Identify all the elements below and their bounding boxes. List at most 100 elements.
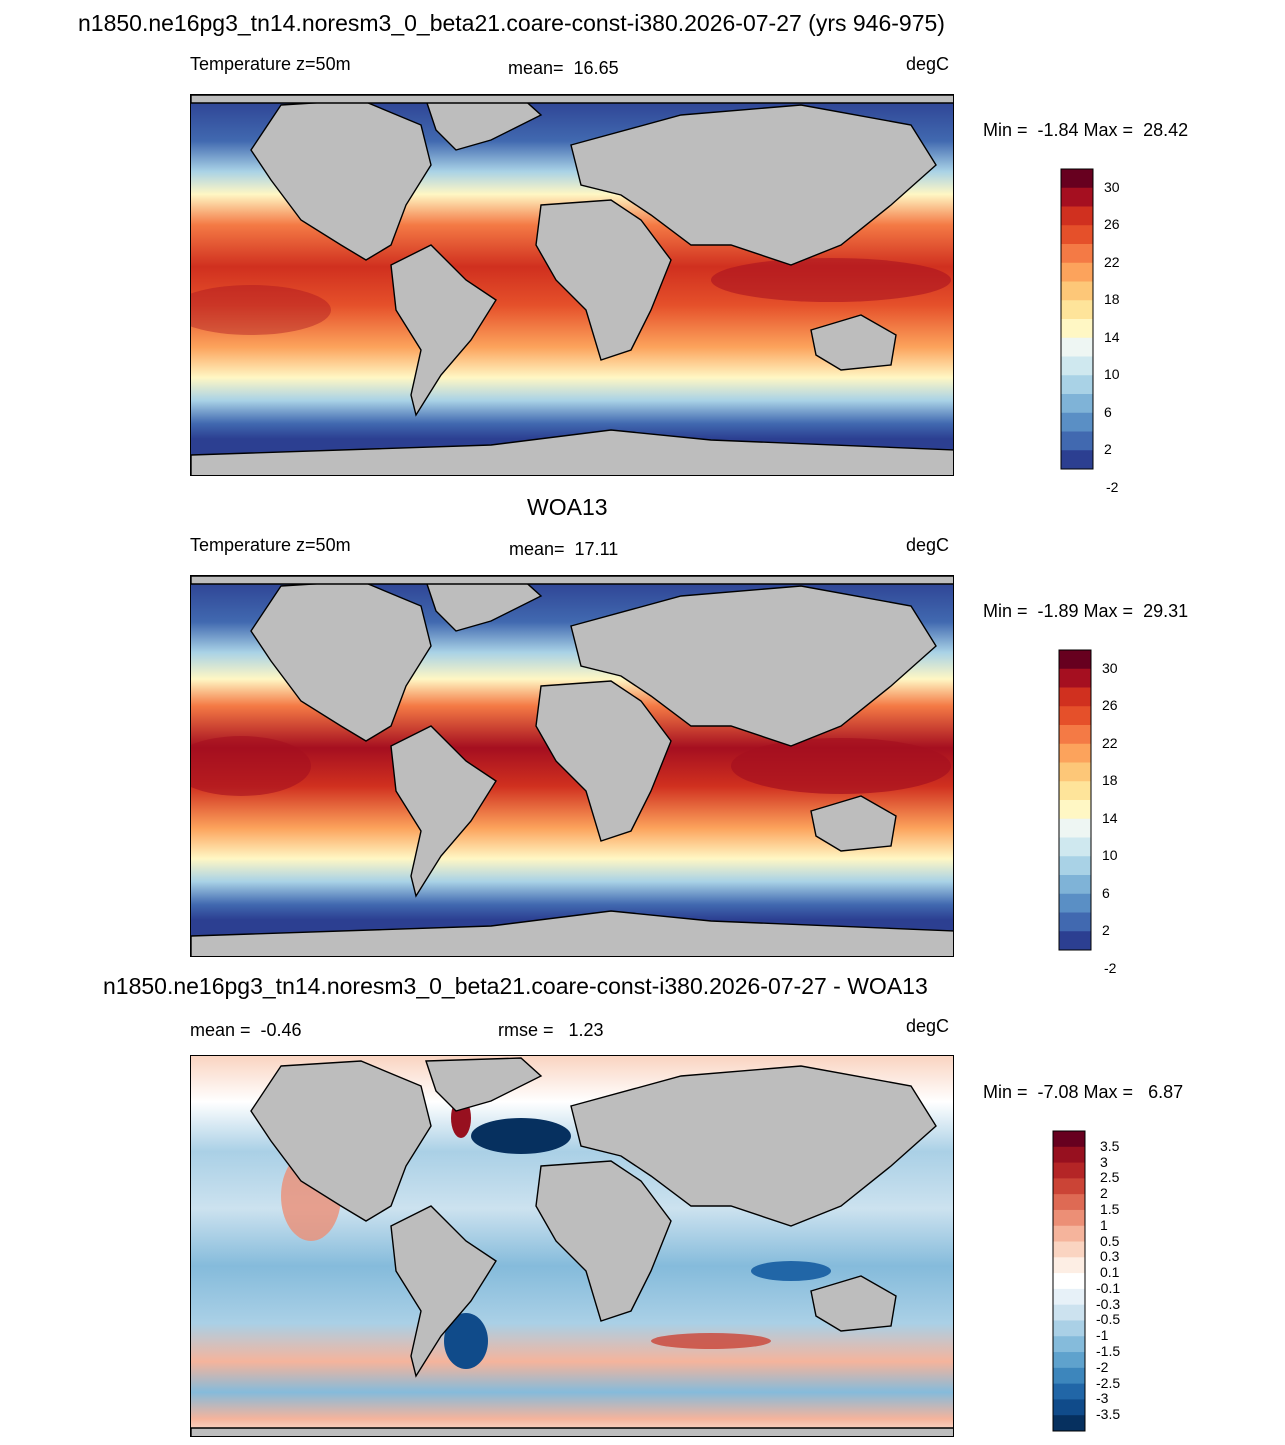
panel2-map-svg [191,576,953,956]
temp-colorbar-1-swatch [1061,431,1093,451]
temp-colorbar-1-swatch [1061,206,1093,226]
temp-colorbar-2-swatch [1059,912,1091,932]
temp-colorbar-1-swatch [1061,169,1093,189]
panel1-colorbar [1060,168,1094,475]
temp-colorbar-1-tick-label: 10 [1104,366,1120,383]
panel1-mean-label: mean= 16.65 [508,58,619,78]
temp-colorbar-1-swatch [1061,394,1093,414]
diff-colorbar-swatch [1053,1178,1085,1195]
panel3-map [190,1055,954,1437]
diff-colorbar-swatch [1053,1320,1085,1337]
figure-title: n1850.ne16pg3_tn14.noresm3_0_beta21.coar… [78,10,945,36]
temp-colorbar-1-swatch [1061,187,1093,207]
temp-colorbar-1-tick-label: 2 [1104,441,1112,458]
diff-colorbar-tick-label: -2.5 [1096,1374,1121,1391]
temp-colorbar-2-swatch [1059,818,1091,838]
diff-colorbar-tick-label: -1.5 [1096,1343,1121,1360]
temp-colorbar-2-swatch [1059,687,1091,707]
diff-colorbar-tick-label: 1.5 [1100,1200,1120,1217]
panel2-colorbar-svg [1058,649,1092,951]
temp-colorbar-1-tick-label: -2 [1106,478,1119,495]
diff-colorbar-tick-label: 0.3 [1100,1248,1120,1265]
diff-colorbar-swatch [1053,1194,1085,1211]
temp-colorbar-1-swatch [1061,337,1093,357]
diff-colorbar-tick-label: -0.3 [1096,1295,1121,1312]
panel2-land [191,576,953,956]
temp-colorbar-1-swatch [1061,281,1093,301]
diff-colorbar-swatch [1053,1336,1085,1353]
temp-colorbar-2-swatch [1059,800,1091,820]
diff-colorbar-tick-label: -2 [1096,1358,1109,1375]
diff-colorbar-swatch [1053,1257,1085,1274]
diff-colorbar-tick-label: -3.5 [1096,1406,1121,1423]
temp-colorbar-1-swatch [1061,244,1093,264]
panel2-unit-label: degC [906,535,950,555]
panel1-unit-label: degC [906,54,950,74]
temp-colorbar-2-tick-label: 14 [1102,809,1118,826]
temp-colorbar-1-swatch [1061,300,1093,320]
diff-colorbar-tick-label: 3.5 [1100,1137,1120,1154]
temp-colorbar-2-swatch [1059,668,1091,688]
temp-colorbar-2-tick-label: -2 [1104,959,1117,976]
diff-colorbar-swatch [1053,1131,1085,1148]
diff-colorbar-tick-label: -1 [1096,1327,1109,1344]
panel3-map-svg [191,1056,953,1436]
diff-colorbar-tick-label: 2 [1100,1185,1108,1202]
diff-colorbar-tick-label: 0.5 [1100,1232,1120,1249]
temp-colorbar-2-tick-label: 2 [1102,922,1110,939]
temp-colorbar-1-swatch [1061,225,1093,245]
diff-colorbar-tick-label: -0.1 [1096,1279,1121,1296]
temp-colorbar-2-swatch [1059,837,1091,857]
temp-colorbar-2-swatch [1059,856,1091,876]
panel2-minmax: Min = -1.89 Max = 29.31 [983,601,1189,621]
panel1-minmax: Min = -1.84 Max = 28.42 [983,120,1189,140]
temp-colorbar-2-tick-label: 6 [1102,884,1110,901]
panel3-minmax: Min = -7.08 Max = 6.87 [983,1082,1184,1102]
panel1-variable-label: Temperature z=50m [190,54,351,74]
panel3-rmse-label: rmse = 1.23 [498,1020,604,1040]
temp-colorbar-1-tick-label: 30 [1104,178,1120,195]
panel2-map [190,575,954,957]
panel2-heading: WOA13 [527,494,608,520]
temp-colorbar-1-swatch [1061,412,1093,432]
diff-colorbar-tick-label: -0.5 [1096,1311,1121,1328]
panel1-map [190,94,954,476]
diff-colorbar-tick-label: 3 [1100,1153,1108,1170]
diff-colorbar-swatch [1053,1162,1085,1179]
temp-colorbar-2-swatch [1059,875,1091,895]
temp-colorbar-2-swatch [1059,762,1091,782]
temp-colorbar-2-swatch [1059,781,1091,801]
panel3-colorbar [1052,1130,1086,1437]
diff-colorbar-swatch [1053,1399,1085,1416]
panel3-mean-label: mean = -0.46 [190,1020,302,1040]
panel1-colorbar-svg [1060,168,1094,470]
diff-colorbar-tick-label: 2.5 [1100,1169,1120,1186]
temp-colorbar-1-tick-label: 18 [1104,291,1120,308]
temp-colorbar-2-swatch [1059,893,1091,913]
temp-colorbar-2-swatch [1059,725,1091,745]
temp-colorbar-2-tick-label: 26 [1102,697,1118,714]
diff-colorbar-swatch [1053,1352,1085,1369]
temp-colorbar-2-tick-label: 22 [1102,734,1118,751]
temp-colorbar-2-swatch [1059,706,1091,726]
temp-colorbar-2-tick-label: 10 [1102,847,1118,864]
diff-colorbar-swatch [1053,1209,1085,1227]
temp-colorbar-2-swatch [1059,931,1091,951]
diff-colorbar-swatch [1053,1415,1085,1432]
panel2-mean-label: mean= 17.11 [509,539,619,559]
diff-colorbar-swatch [1053,1367,1085,1385]
panel3-unit-label: degC [906,1016,950,1036]
temp-colorbar-1-tick-label: 6 [1104,403,1112,420]
temp-colorbar-1-swatch [1061,450,1093,470]
temp-colorbar-2-swatch [1059,743,1091,763]
diff-colorbar-swatch [1053,1288,1085,1306]
temp-colorbar-1-swatch [1061,356,1093,376]
panel3-land [191,1057,953,1436]
temp-colorbar-2-tick-label: 18 [1102,772,1118,789]
temp-colorbar-1-swatch [1061,319,1093,339]
panel1-map-svg [191,95,953,475]
temp-colorbar-1-swatch [1061,375,1093,395]
panel2-variable-label: Temperature z=50m [190,535,351,555]
diff-colorbar-swatch [1053,1146,1085,1164]
panel2-colorbar [1058,649,1092,956]
